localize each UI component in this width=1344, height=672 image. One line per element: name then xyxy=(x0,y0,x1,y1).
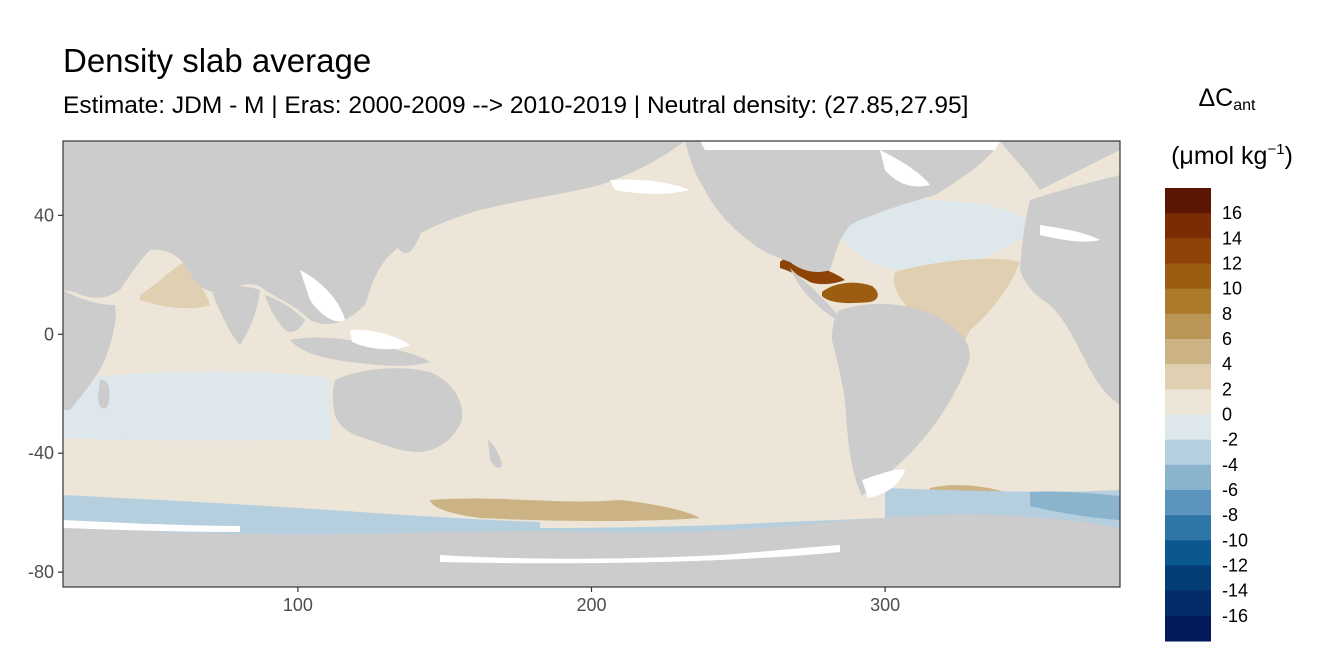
anomaly-subtropical-atlantic xyxy=(894,258,1020,372)
legend-label: 0 xyxy=(1222,405,1232,425)
y-tick-label: -40 xyxy=(28,443,54,463)
x-tick-label: 300 xyxy=(870,595,900,615)
land-masses xyxy=(63,141,1120,587)
land-north-america xyxy=(685,141,1000,273)
legend-swatch xyxy=(1165,590,1211,617)
anomaly-north-atlantic xyxy=(837,199,1031,270)
legend-units-superscript: −1 xyxy=(1267,141,1285,158)
legend-label: 10 xyxy=(1222,279,1242,299)
land-south-america xyxy=(832,303,970,496)
legend-label: 14 xyxy=(1222,228,1242,248)
land-asia xyxy=(63,141,685,325)
legend-colorbar: 16 14 12 10 8 6 4 2 0 -2 -4 -6 -8 -10 -12 -14 -16 xyxy=(1165,188,1248,642)
land-central-america xyxy=(790,268,842,322)
y-tick-label: 40 xyxy=(34,205,54,225)
land-antarctica xyxy=(63,514,1120,587)
no-data-hudson xyxy=(880,150,930,187)
legend-label: -14 xyxy=(1222,581,1248,601)
legend-swatch xyxy=(1165,540,1211,566)
x-tick-label: 200 xyxy=(576,595,606,615)
legend-label: -10 xyxy=(1222,530,1248,550)
legend-swatch xyxy=(1165,339,1211,365)
legend-label: 4 xyxy=(1222,354,1232,374)
legend-swatch xyxy=(1165,464,1211,491)
land-africa-west xyxy=(63,290,116,410)
legend-label: -8 xyxy=(1222,505,1238,525)
legend-label: 6 xyxy=(1222,329,1232,349)
no-data-indonesia-seas xyxy=(350,329,410,350)
legend-label: 12 xyxy=(1222,254,1242,274)
legend-label: 2 xyxy=(1222,379,1232,399)
legend-swatch xyxy=(1165,389,1211,415)
no-data-south-china-sea xyxy=(300,270,345,322)
legend-label: -12 xyxy=(1222,556,1248,576)
legend-swatch xyxy=(1165,414,1211,441)
legend-label: 8 xyxy=(1222,304,1232,324)
legend-swatch xyxy=(1165,364,1211,390)
legend-title-symbol: ΔC xyxy=(1198,84,1234,112)
y-tick-label: -80 xyxy=(28,562,54,582)
land-madagascar xyxy=(98,379,110,409)
legend-title-subscript: ant xyxy=(1233,97,1256,114)
map-panel xyxy=(63,141,1120,587)
legend-swatch xyxy=(1165,238,1211,264)
anomaly-indian-ocean-band xyxy=(63,371,330,441)
legend-units-suffix: ) xyxy=(1284,142,1293,170)
land-australia xyxy=(332,368,463,452)
legend-swatch xyxy=(1165,439,1211,466)
no-data-mediterranean xyxy=(1040,225,1100,242)
land-greenland xyxy=(1000,141,1120,190)
legend-title: ΔCant (μmol kg−1) xyxy=(1164,86,1314,169)
legend-label: 16 xyxy=(1222,203,1242,223)
no-data-south-america-shelf xyxy=(862,469,905,498)
legend-swatch xyxy=(1165,565,1211,592)
land-indonesia xyxy=(290,337,430,366)
x-tick-label: 100 xyxy=(283,595,313,615)
legend-swatch xyxy=(1165,188,1211,214)
anomaly-south-pacific-band xyxy=(430,498,700,521)
map-subtitle: Estimate: JDM - M | Eras: 2000-2009 --> … xyxy=(63,92,969,119)
no-data-antarctic-west xyxy=(63,520,240,532)
legend-swatch xyxy=(1165,490,1211,516)
legend-label: -6 xyxy=(1222,480,1238,500)
legend-units-prefix: (μmol kg xyxy=(1171,142,1268,170)
no-data-antarctic-coast xyxy=(440,545,840,564)
land-southeast-asia xyxy=(265,295,305,332)
legend-label: -2 xyxy=(1222,430,1238,450)
legend-label: -4 xyxy=(1222,455,1238,475)
y-axis: 40 0 -40 -80 xyxy=(28,205,63,582)
x-axis: 100 200 300 xyxy=(283,587,900,615)
legend-swatch xyxy=(1165,288,1211,315)
land-india xyxy=(210,285,260,345)
land-new-zealand xyxy=(488,440,502,468)
anomaly-caribbean xyxy=(822,282,878,304)
legend-swatch xyxy=(1165,213,1211,239)
anomaly-weddell-patch xyxy=(1030,491,1120,520)
legend-label: -16 xyxy=(1222,606,1248,626)
no-data-bering xyxy=(610,179,690,194)
y-tick-label: 0 xyxy=(44,324,54,344)
legend-swatch xyxy=(1165,313,1211,340)
no-data-arctic xyxy=(700,141,1000,150)
legend-swatch xyxy=(1165,615,1211,642)
land-japan xyxy=(395,215,423,253)
no-data-areas xyxy=(63,141,1100,564)
legend-swatch xyxy=(1165,515,1211,541)
map-title: Density slab average xyxy=(63,42,372,79)
legend-swatch xyxy=(1165,263,1211,290)
